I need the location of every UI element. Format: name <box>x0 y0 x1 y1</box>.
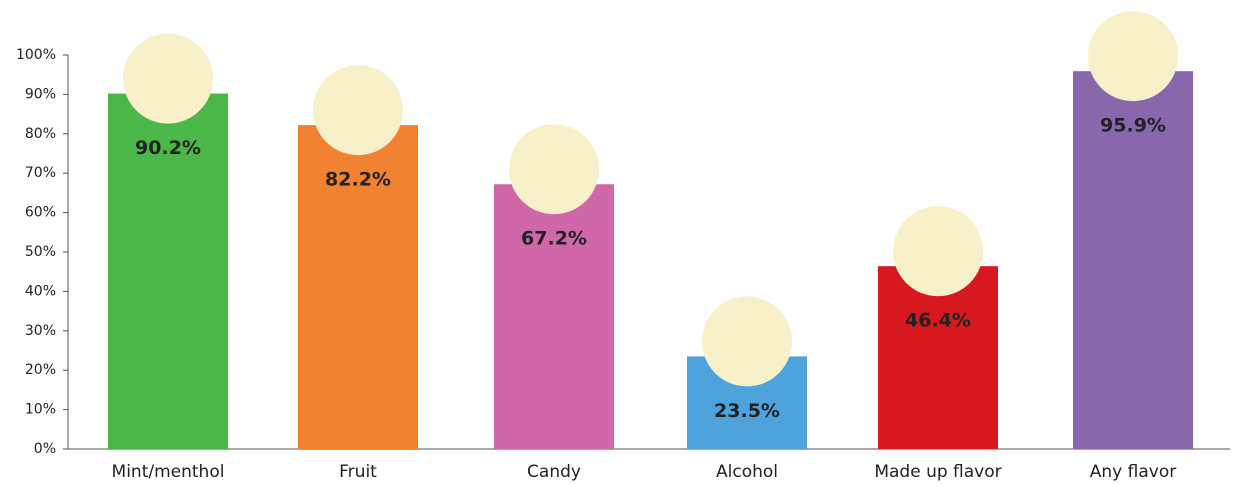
y-tick-label: 20% <box>25 362 56 378</box>
flavor-icon <box>123 33 213 124</box>
y-tick-label: 30% <box>25 323 56 339</box>
y-tick-label: 0% <box>34 441 56 457</box>
value-label: 90.2% <box>135 137 201 159</box>
x-tick-label: Any flavor <box>1090 462 1176 482</box>
y-tick-label: 60% <box>25 205 56 221</box>
flavor-icon <box>893 206 983 297</box>
y-tick-label: 50% <box>25 244 56 260</box>
x-tick-label: Candy <box>527 462 581 482</box>
value-label: 95.9% <box>1100 115 1166 137</box>
bar <box>494 184 614 449</box>
bar <box>878 266 998 449</box>
y-tick-label: 100% <box>16 47 56 63</box>
y-tick-label: 40% <box>25 283 56 299</box>
flavor-icon <box>509 124 599 215</box>
y-tick-label: 10% <box>25 402 56 418</box>
bar <box>1073 71 1193 450</box>
x-tick-label: Mint/menthol <box>112 462 225 482</box>
value-label: 82.2% <box>325 169 391 191</box>
bar <box>298 125 418 450</box>
bar <box>108 93 228 449</box>
flavor-icon <box>702 296 792 387</box>
x-tick-label: Alcohol <box>716 462 778 482</box>
y-tick-label: 70% <box>25 165 56 181</box>
value-label: 23.5% <box>714 400 780 422</box>
y-tick-label: 90% <box>25 86 56 102</box>
flavor-icon <box>313 65 403 156</box>
x-tick-label: Fruit <box>339 462 377 482</box>
value-label: 46.4% <box>905 310 971 332</box>
x-tick-label: Made up flavor <box>874 462 1001 482</box>
value-label: 67.2% <box>521 228 587 250</box>
flavor-icon <box>1088 11 1178 102</box>
y-tick-label: 80% <box>25 126 56 142</box>
